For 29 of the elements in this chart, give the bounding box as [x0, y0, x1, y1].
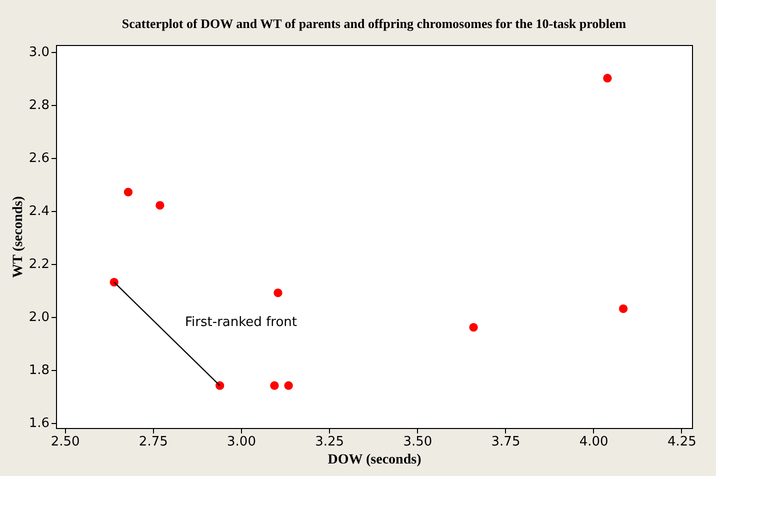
- y-tick-label: 1.6: [28, 416, 50, 432]
- x-tick-label: 3.50: [403, 434, 432, 450]
- point: [274, 288, 282, 298]
- x-tick-label: 2.75: [138, 434, 168, 450]
- point: [603, 74, 612, 82]
- y-tick-label: 2.2: [28, 257, 50, 272]
- x-tick-label: 3.00: [227, 434, 256, 450]
- point: [618, 304, 628, 314]
- y-tick-label: 2.0: [28, 310, 50, 326]
- point: [124, 188, 133, 196]
- point: [469, 322, 478, 332]
- x-axis-title: DOW (seconds): [328, 452, 422, 468]
- y-tick-label: 3.0: [28, 45, 50, 60]
- y-tick-label: 2.4: [28, 204, 50, 220]
- chart-title: Scatterplot of DOW and WT of parents and offpring chromosomes for the 10-task problem: [122, 16, 626, 31]
- x-tick-label: 4.00: [579, 434, 608, 450]
- y-axis-title: WT (seconds): [10, 196, 26, 278]
- x-tick-label: 2.50: [50, 434, 80, 450]
- x-tick-label: 3.25: [315, 434, 344, 450]
- point: [284, 381, 293, 390]
- point: [156, 201, 164, 210]
- y-tick-label: 1.8: [28, 363, 50, 378]
- point: [270, 381, 279, 390]
- x-tick-label: 3.75: [491, 434, 520, 450]
- x-tick-label: 4.25: [667, 434, 696, 450]
- y-tick-label: 2.6: [28, 151, 50, 166]
- y-tick-label: 2.8: [28, 98, 50, 114]
- point: [110, 278, 118, 287]
- annotation: First-ranked front: [185, 315, 297, 330]
